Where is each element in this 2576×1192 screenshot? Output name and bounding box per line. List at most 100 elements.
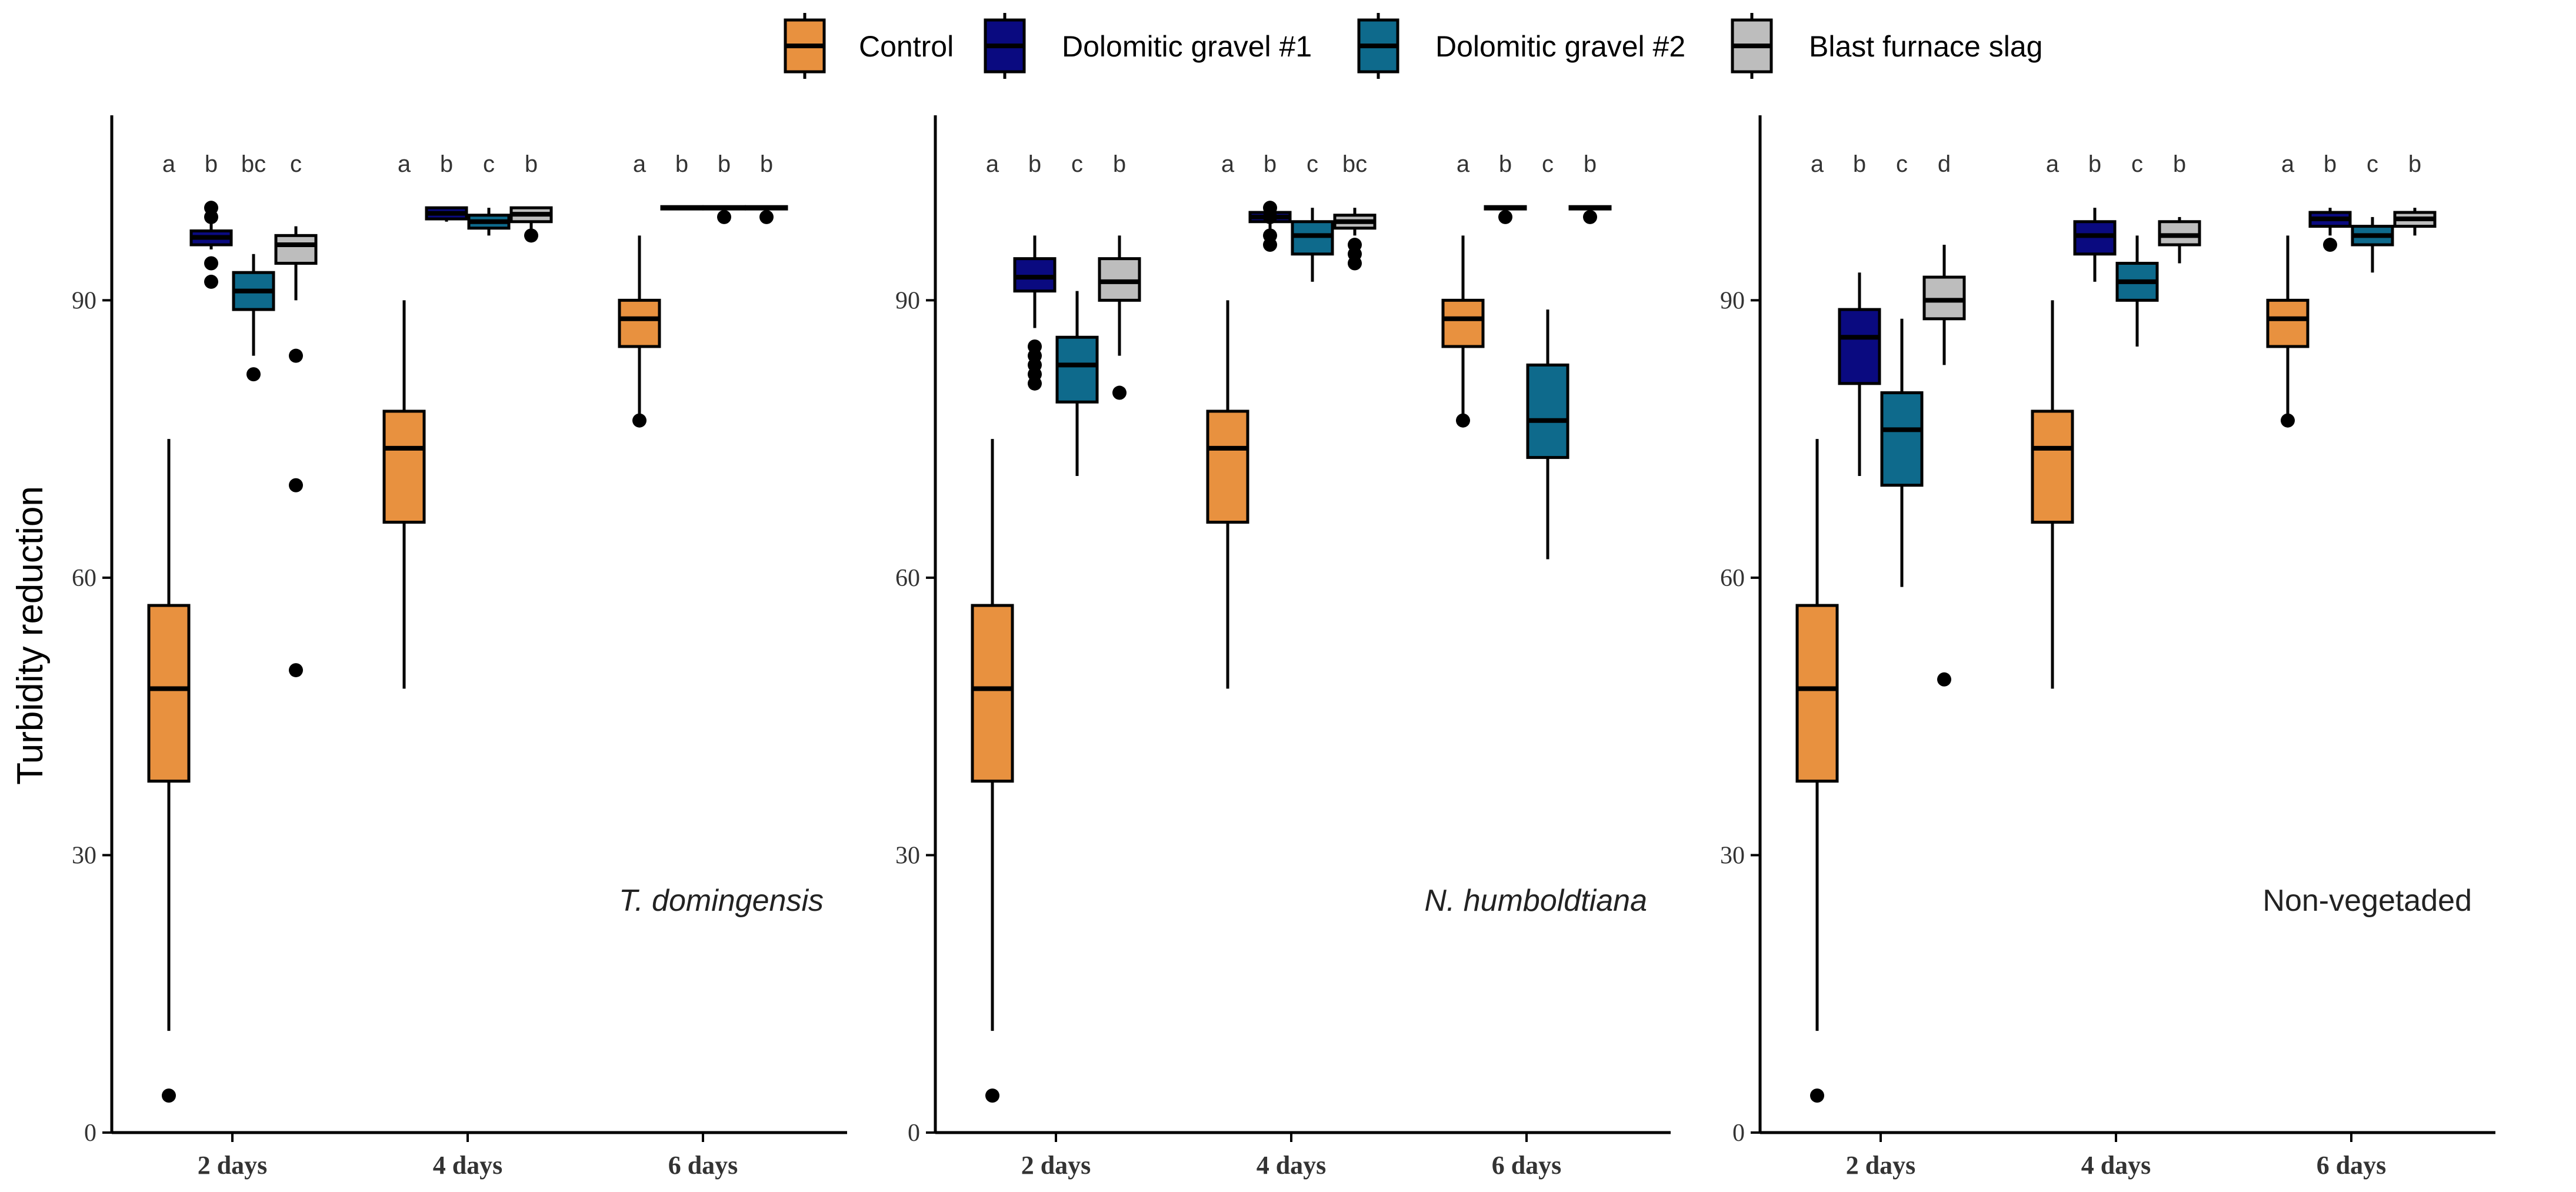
box: b [1838,151,1881,477]
significance-letter: b [2088,151,2101,177]
significance-letter: c [483,151,495,177]
y-tick-label: 0 [84,1120,96,1147]
box-body [1880,391,1924,487]
outlier-point [524,228,538,243]
significance-letter: b [1499,151,1512,177]
x-tick-label: 6 days [668,1151,738,1180]
significance-letter: b [525,151,538,177]
y-tick-label: 0 [1732,1120,1745,1147]
outlier-point [717,209,731,224]
significance-letter: bc [1342,151,1367,177]
significance-letter: a [1457,151,1470,177]
box: c [1526,151,1569,560]
x-tick-label: 4 days [433,1151,503,1180]
box: a [971,151,1014,1103]
outlier-point [1112,385,1127,400]
outlier-point [162,1088,176,1103]
significance-letter: b [760,151,773,177]
panel: 0 30 60 90 2 days 4 days 6 days N. humboldtiana… [895,115,1671,1180]
box-body [274,234,318,265]
panel: 0 30 60 90 2 days 4 days 6 days T. domingensis a… [72,115,847,1180]
panel-label: N. humboldtiana [1424,884,1647,918]
significance-letter: b [2173,151,2186,177]
x-tick-label: 2 days [1021,1151,1091,1180]
box: b [1013,151,1057,391]
y-axis-title: Turbidity reduction [10,486,51,785]
significance-letter: a [398,151,411,177]
significance-letter: b [2324,151,2337,177]
box: b [1568,151,1612,224]
box: b [745,151,788,224]
box: a [1441,151,1485,428]
outlier-point [2323,238,2337,252]
y-tick-label: 30 [895,842,920,869]
outlier-point [759,209,774,224]
significance-letter: a [2281,151,2295,177]
significance-letter: a [1811,151,1824,177]
significance-letter: c [1307,151,1318,177]
legend: Control Dolomitic gravel #1 Dolomitic grav… [784,13,2042,79]
box-body [1206,409,1249,524]
significance-letter: b [2408,151,2421,177]
y-tick-label: 60 [1720,565,1745,592]
outlier-point [246,367,261,382]
box-body [618,298,661,348]
significance-letter: b [675,151,688,177]
box: c [274,151,318,678]
box-body [1441,298,1485,348]
significance-letter: b [1853,151,1866,177]
box-body [1838,308,1881,385]
box: bc [232,151,275,382]
significance-letter: a [1221,151,1235,177]
significance-letter: bc [241,151,266,177]
y-tick-label: 90 [1720,287,1745,314]
panel-label: Non-vegetaded [2262,884,2472,918]
outlier-point [632,413,647,428]
outlier-point [204,201,218,215]
x-tick-label: 2 days [1846,1151,1916,1180]
box: d [1922,151,1966,687]
box: c [467,151,511,236]
box: b [1098,151,1141,400]
legend-item: Blast furnace slag [1731,13,2042,79]
y-tick-label: 90 [895,287,920,314]
significance-letter: b [440,151,453,177]
box-body [2031,409,2074,524]
outlier-point [289,663,303,678]
outlier-point [1583,209,1597,224]
box: a [1795,151,1839,1103]
outlier-point [1937,672,1951,687]
box: b [2073,151,2117,282]
significance-letter: d [1938,151,1951,177]
box: b [702,151,746,224]
y-tick-label: 60 [895,565,920,592]
box-body [382,409,426,524]
outlier-point [1028,339,1042,354]
box: b [2308,151,2352,252]
outlier-point [1456,413,1470,428]
significance-letter: c [2367,151,2378,177]
outlier-point [1810,1088,1824,1103]
box-body [1526,363,1569,460]
significance-letter: b [205,151,218,177]
box: a [1206,151,1249,689]
box: a [382,151,426,689]
box: c [2351,151,2394,273]
significance-letter: c [1542,151,1554,177]
panel: 0 30 60 90 2 days 4 days 6 days Non-vegetaded a b… [1720,115,2495,1180]
outlier-point [1348,238,1362,252]
box: b [1248,151,1292,252]
legend-item: Control [784,13,954,79]
y-tick-label: 30 [72,842,96,869]
significance-letter: c [1896,151,1908,177]
x-tick-label: 4 days [2081,1151,2151,1180]
legend-label: Control [859,30,954,63]
box: b [2158,151,2201,264]
x-tick-label: 4 days [1257,1151,1327,1180]
outlier-point [985,1088,999,1103]
x-tick-label: 6 days [1492,1151,1562,1180]
box: bc [1333,151,1377,271]
box: c [2115,151,2159,347]
